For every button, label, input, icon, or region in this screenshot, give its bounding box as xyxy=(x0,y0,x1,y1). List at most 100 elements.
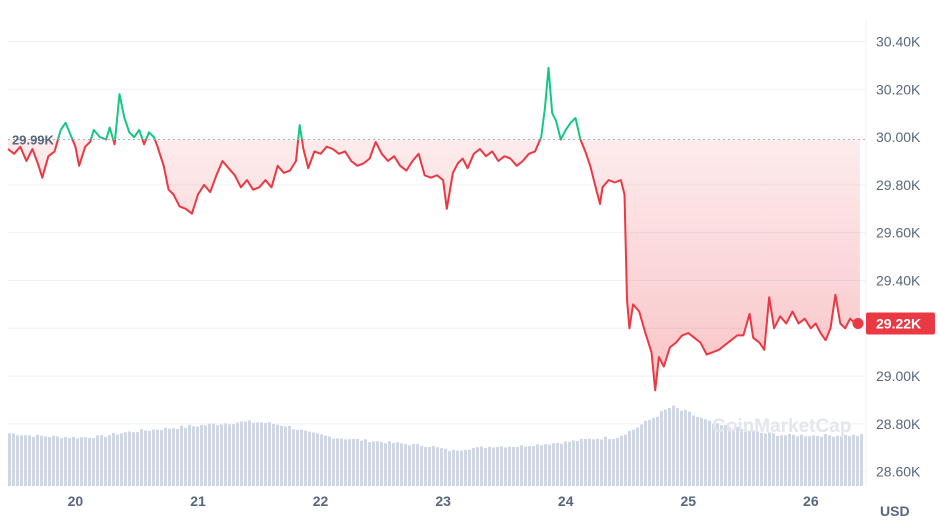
volume-bar xyxy=(708,420,711,486)
x-tick-label: 26 xyxy=(803,493,819,509)
volume-bar xyxy=(328,436,331,486)
volume-bar xyxy=(276,424,279,486)
volume-bar xyxy=(220,424,223,486)
volume-bar xyxy=(576,441,579,486)
volume-bar xyxy=(384,443,387,486)
last-price-label: 29.22K xyxy=(876,315,921,331)
volume-bar xyxy=(176,428,179,486)
volume-bar xyxy=(740,429,743,486)
volume-bar xyxy=(460,450,463,486)
volume-bar xyxy=(64,437,67,486)
volume-bar xyxy=(852,434,855,486)
volume-bar xyxy=(8,433,11,486)
volume-bar xyxy=(392,443,395,486)
volume-bar xyxy=(676,408,679,486)
volume-bar xyxy=(100,435,103,486)
volume-bar xyxy=(820,436,823,486)
volume-bar xyxy=(128,431,131,486)
volume-bar xyxy=(752,430,755,486)
volume-bar xyxy=(296,430,299,486)
volume-bar xyxy=(832,436,835,486)
volume-bar xyxy=(388,441,391,486)
x-tick-label: 24 xyxy=(558,493,574,509)
volume-bar xyxy=(712,423,715,486)
volume-bar xyxy=(464,449,467,486)
volume-bar xyxy=(60,438,63,486)
volume-bar xyxy=(688,411,691,486)
volume-bar xyxy=(344,439,347,486)
volume-bar xyxy=(668,407,671,486)
x-tick-label: 20 xyxy=(68,493,84,509)
volume-bar xyxy=(816,435,819,486)
volume-bar xyxy=(248,420,251,486)
volume-bar xyxy=(612,438,615,486)
last-price-badge-bg xyxy=(866,312,935,335)
last-price-badge: 29.22K xyxy=(866,312,935,335)
volume-bar xyxy=(768,432,771,486)
volume-bar xyxy=(20,435,23,486)
volume-bar xyxy=(552,443,555,486)
volume-bar xyxy=(56,436,59,486)
volume-bar xyxy=(292,429,295,486)
volume-bar xyxy=(680,410,683,486)
volume-bar xyxy=(236,422,239,486)
reference-label: 29.99K xyxy=(12,132,55,147)
volume-bar xyxy=(564,441,567,486)
volume-bar xyxy=(600,439,603,486)
volume-bar xyxy=(324,435,327,486)
volume-bar xyxy=(848,436,851,486)
volume-bar xyxy=(856,435,859,486)
volume-bar xyxy=(736,426,739,486)
volume-bar xyxy=(588,438,591,486)
volume-bar xyxy=(260,422,263,486)
volume-bar xyxy=(244,421,247,486)
volume-bar xyxy=(808,436,811,486)
volume-bar xyxy=(828,435,831,486)
volume-bar xyxy=(716,423,719,486)
volume-bar xyxy=(376,441,379,486)
volume-bar xyxy=(448,451,451,486)
volume-bar xyxy=(796,436,799,486)
volume-bar xyxy=(360,440,363,486)
volume-bar xyxy=(164,427,167,486)
y-axis: 28.60K28.80K29.00K29.20K29.40K29.60K29.8… xyxy=(876,34,921,480)
volume-bar xyxy=(168,428,171,486)
x-axis: 20 21 22 23 24 25 26 xyxy=(68,493,819,509)
volume-bar xyxy=(776,435,779,486)
volume-bar xyxy=(72,436,75,486)
volume-bar xyxy=(480,446,483,486)
volume-bar xyxy=(312,432,315,486)
volume-bar xyxy=(92,438,95,486)
volume-bar xyxy=(412,443,415,486)
volume-bar xyxy=(348,439,351,486)
volume-bar xyxy=(640,424,643,486)
volume-bar xyxy=(556,443,559,486)
volume-bar xyxy=(568,441,571,486)
volume-bar xyxy=(536,444,539,486)
volume-bar xyxy=(644,420,647,486)
volume-bar xyxy=(436,447,439,486)
volume-bar xyxy=(288,425,291,486)
volume-bar xyxy=(764,433,767,486)
volume-bar xyxy=(608,439,611,486)
volume-bar xyxy=(76,438,79,486)
grid-lines xyxy=(8,20,867,486)
price-lines xyxy=(7,66,860,392)
volume-bar xyxy=(196,426,199,486)
volume-bar xyxy=(136,432,139,486)
volume-bar xyxy=(784,435,787,486)
price-line-down xyxy=(7,139,860,392)
volume-bar xyxy=(584,438,587,486)
volume-bar xyxy=(756,431,759,486)
volume-bar xyxy=(624,434,627,486)
volume-bar xyxy=(228,424,231,486)
volume-bar xyxy=(428,446,431,486)
volume-bar xyxy=(316,433,319,486)
volume-bar xyxy=(664,409,667,486)
volume-bar xyxy=(204,425,207,486)
volume-bar xyxy=(652,417,655,486)
unit-label: USD xyxy=(880,503,910,519)
y-tick-label: 29.80K xyxy=(876,177,921,193)
volume-bar xyxy=(724,425,727,486)
